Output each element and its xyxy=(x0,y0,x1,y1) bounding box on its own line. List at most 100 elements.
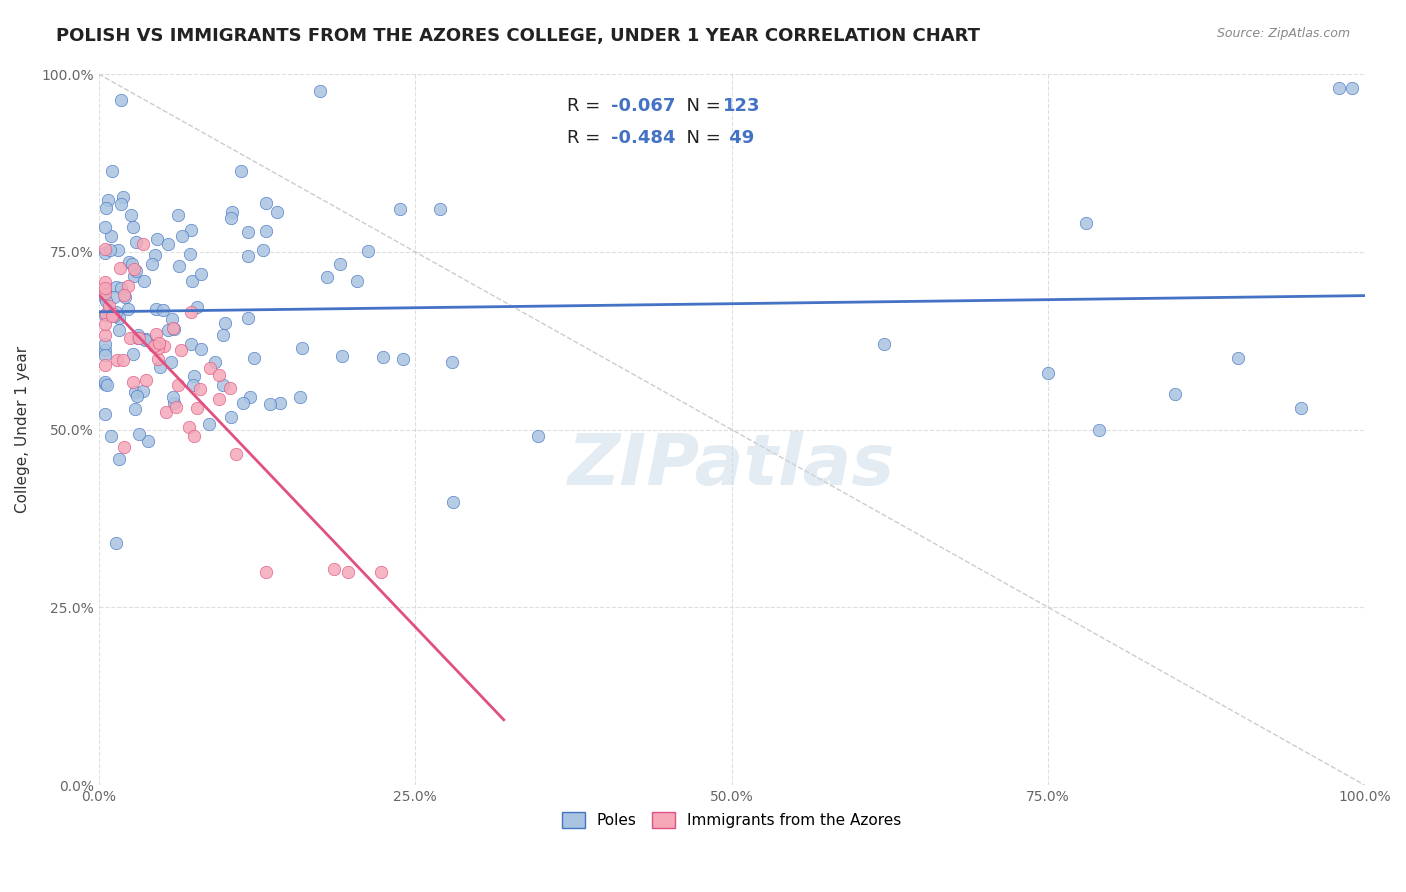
Text: POLISH VS IMMIGRANTS FROM THE AZORES COLLEGE, UNDER 1 YEAR CORRELATION CHART: POLISH VS IMMIGRANTS FROM THE AZORES COL… xyxy=(56,27,980,45)
Point xyxy=(135,333,157,347)
Point xyxy=(125,264,148,278)
Point xyxy=(330,349,353,363)
Point xyxy=(94,375,117,389)
Point xyxy=(122,347,145,361)
Point xyxy=(269,396,291,410)
Point xyxy=(190,267,212,281)
Text: N =: N = xyxy=(675,129,725,147)
Text: R =: R = xyxy=(567,97,606,115)
Point xyxy=(94,328,117,343)
Point xyxy=(104,280,127,294)
Point xyxy=(124,385,146,400)
Point xyxy=(170,228,193,243)
Point xyxy=(94,281,117,295)
Point xyxy=(190,342,212,356)
Point xyxy=(162,390,184,404)
Point xyxy=(105,305,128,319)
Point xyxy=(152,303,174,318)
Point xyxy=(125,235,148,250)
Point xyxy=(156,323,179,337)
Point xyxy=(370,565,392,579)
Point xyxy=(204,355,226,369)
Point xyxy=(337,565,360,579)
Point xyxy=(323,562,346,576)
Point xyxy=(94,377,117,392)
Point xyxy=(236,249,259,263)
Point xyxy=(183,429,205,443)
Point xyxy=(94,219,117,234)
Point xyxy=(1076,216,1098,230)
Point xyxy=(110,280,132,294)
Point xyxy=(371,350,394,364)
Text: 123: 123 xyxy=(723,97,761,115)
Point xyxy=(315,269,337,284)
Point xyxy=(112,441,135,455)
Point xyxy=(128,331,150,345)
Point xyxy=(179,246,201,260)
Point xyxy=(145,327,167,342)
Text: N =: N = xyxy=(675,97,725,115)
Point xyxy=(166,208,188,222)
Point xyxy=(149,360,172,375)
Point xyxy=(107,244,129,258)
Point xyxy=(197,417,219,432)
Y-axis label: College, Under 1 year: College, Under 1 year xyxy=(15,346,30,513)
Point xyxy=(121,257,143,271)
Point xyxy=(155,405,177,419)
Point xyxy=(96,201,118,215)
Point xyxy=(110,260,132,275)
Point xyxy=(429,202,451,216)
Point xyxy=(141,257,163,271)
Point xyxy=(100,229,122,244)
Point xyxy=(101,308,124,322)
Point xyxy=(117,301,139,316)
Point xyxy=(388,202,411,216)
Point xyxy=(212,377,235,392)
Point xyxy=(443,494,465,508)
Point xyxy=(127,327,149,342)
Point xyxy=(291,341,314,355)
Point xyxy=(167,259,190,273)
Point xyxy=(177,419,200,434)
Point xyxy=(180,304,202,318)
Point xyxy=(186,300,208,314)
Point xyxy=(212,327,235,342)
Point xyxy=(441,355,464,369)
Point xyxy=(146,341,169,355)
Point xyxy=(132,274,155,288)
Point xyxy=(94,291,117,305)
Point xyxy=(526,429,548,443)
Point xyxy=(112,288,135,302)
Point xyxy=(118,331,141,345)
Point xyxy=(243,351,266,365)
Point xyxy=(108,452,131,467)
Point xyxy=(239,390,262,404)
Point xyxy=(252,243,274,257)
Point xyxy=(96,294,118,309)
Point xyxy=(221,205,243,219)
Point xyxy=(108,311,131,326)
Point xyxy=(1164,387,1187,401)
Point xyxy=(169,343,191,357)
Point xyxy=(97,193,120,207)
Point xyxy=(94,308,117,322)
Point xyxy=(111,352,134,367)
Point xyxy=(183,378,205,392)
Point xyxy=(142,339,165,353)
Point xyxy=(97,299,120,313)
Point xyxy=(165,400,187,414)
Point xyxy=(266,204,288,219)
Point xyxy=(219,410,242,425)
Point xyxy=(100,310,122,324)
Point xyxy=(232,396,254,410)
Point xyxy=(118,254,141,268)
Point xyxy=(346,274,368,288)
Point xyxy=(117,279,139,293)
Point xyxy=(124,401,146,416)
Point xyxy=(98,243,121,257)
Point xyxy=(101,163,124,178)
Point xyxy=(110,93,132,107)
Point xyxy=(120,208,142,222)
Point xyxy=(208,368,231,382)
Point xyxy=(146,232,169,246)
